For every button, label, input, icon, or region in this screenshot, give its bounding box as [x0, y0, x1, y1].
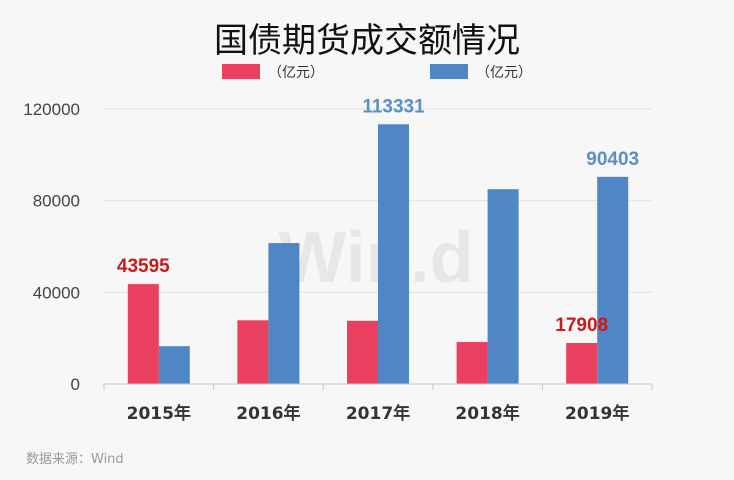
bar-series-2 [378, 124, 409, 384]
x-tick-label: 2015年 [127, 403, 191, 424]
x-tick-label: 2017年 [346, 403, 410, 424]
legend-swatch-series-1 [222, 64, 260, 79]
x-tick-label: 2016年 [236, 403, 300, 424]
x-axis-ticks: 2015年 2016年 2017年 2018年 2019年 [103, 384, 653, 424]
data-labels: 43595 113331 17908 90403 [117, 96, 639, 336]
bar-series-1 [456, 342, 488, 384]
y-tick-label: 40000 [33, 283, 80, 302]
bar-series-1 [566, 342, 598, 384]
data-label: 90403 [586, 149, 639, 170]
bar-series-1 [237, 320, 269, 384]
bar-series-2 [487, 189, 519, 384]
bar-series-1 [347, 320, 378, 384]
bars [127, 124, 629, 384]
bar-series-2 [158, 346, 190, 384]
bar-series-2 [268, 243, 300, 384]
data-label: 113331 [362, 96, 425, 117]
bar-series-1 [127, 284, 159, 384]
legend-swatch-series-2 [430, 64, 468, 79]
legend: （亿元） （亿元） [222, 64, 532, 81]
legend-label-series-2: （亿元） [476, 65, 532, 81]
y-tick-label: 80000 [33, 192, 80, 211]
x-tick-label: 2018年 [455, 403, 519, 424]
data-label: 43595 [117, 256, 170, 277]
y-axis-ticks: 0 40000 80000 120000 [23, 100, 80, 394]
legend-label-series-1: （亿元） [268, 65, 324, 81]
chart-title: 国债期货成交额情况 [214, 21, 520, 61]
y-tick-label: 120000 [23, 100, 80, 119]
source-note: 数据来源：Wind [26, 452, 124, 467]
y-tick-label: 0 [71, 375, 80, 394]
watermark: Win.d [278, 218, 473, 298]
x-tick-label: 2019年 [565, 403, 629, 424]
bar-series-2 [597, 176, 629, 384]
data-label: 17908 [555, 315, 608, 336]
